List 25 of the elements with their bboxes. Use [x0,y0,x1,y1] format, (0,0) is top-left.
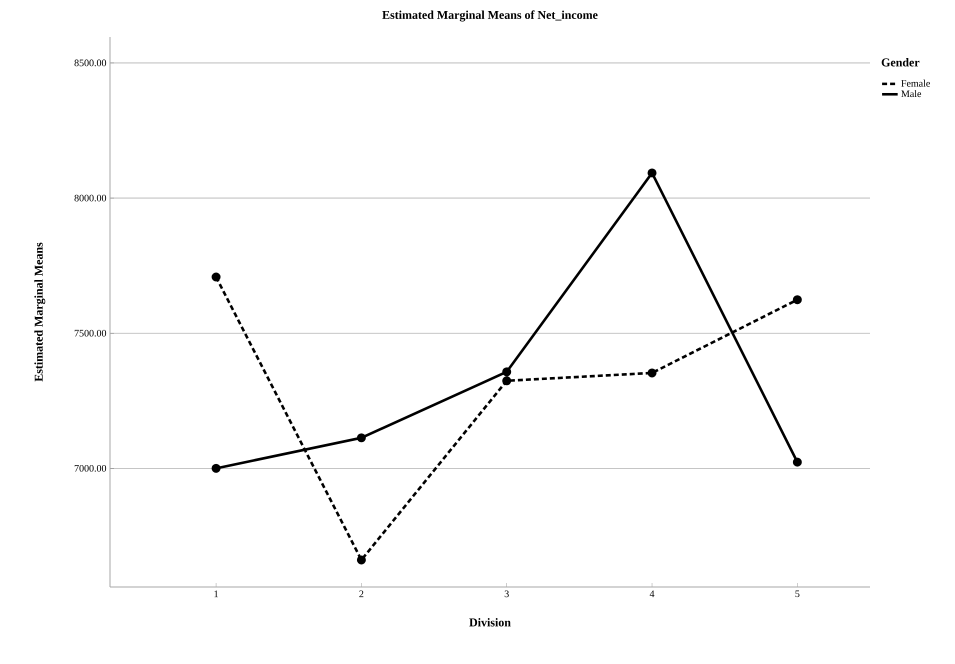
chart-title: Estimated Marginal Means of Net_income [382,10,598,22]
point [792,295,802,304]
point [792,458,802,467]
y-tick-label: 7000.00 [74,464,106,472]
y-tick-label: 8000.00 [74,194,106,202]
point [356,555,366,564]
point [502,376,512,386]
point [648,368,657,378]
point [502,367,512,376]
y-axis-title: Estimated Marginal Means [34,242,46,382]
legend-label: Female [901,80,930,87]
point [212,464,221,473]
x-tick-label: 4 [650,590,654,598]
point [212,272,221,282]
x-axis-title: Division [469,618,511,626]
x-tick-label: 3 [504,590,509,598]
legend-title: Gender [882,58,920,66]
x-tick-label: 2 [359,590,364,598]
y-tick-label: 7500.00 [74,330,106,337]
point [356,433,366,442]
legend-label: Male [901,90,922,98]
x-tick-label: 5 [795,590,800,598]
x-tick-label: 1 [214,590,218,598]
y-tick-label: 8500.00 [74,60,106,66]
point [648,168,657,178]
